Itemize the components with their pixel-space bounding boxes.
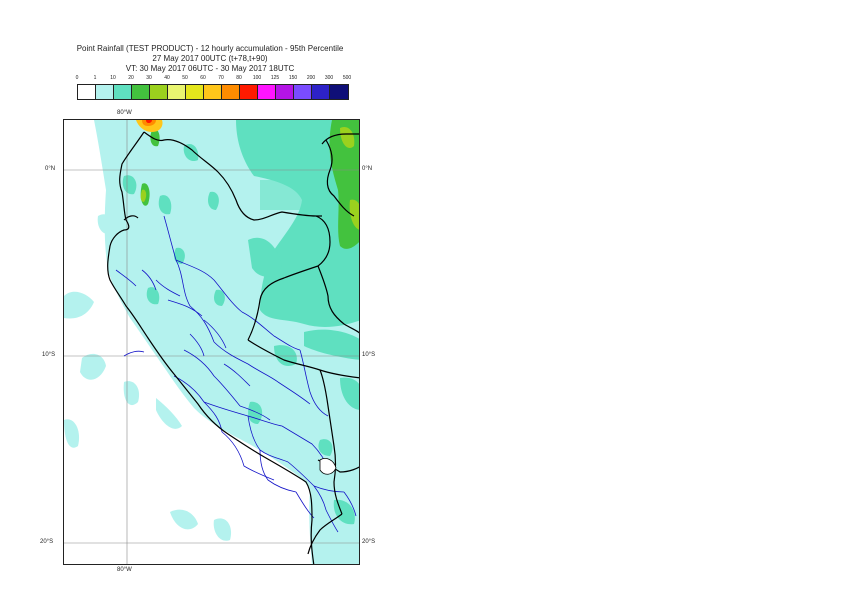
legend-tick-label: 500 bbox=[342, 75, 352, 81]
ocean-drizzle-patches bbox=[64, 214, 232, 541]
legend-swatch bbox=[258, 85, 276, 99]
chart-run-time: 27 May 2017 00UTC (t+78,t+90) bbox=[152, 54, 268, 63]
lon-label-top: 80°W bbox=[117, 110, 132, 116]
lat-label-10s-left: 10°S bbox=[42, 352, 56, 358]
legend-tick-label: 30 bbox=[146, 75, 152, 81]
lat-label-20s-left: 20°S bbox=[40, 539, 54, 545]
legend-tick-label: 20 bbox=[128, 75, 134, 81]
rainfall-map bbox=[63, 119, 360, 565]
rain-10-20-areas bbox=[122, 120, 359, 525]
legend-swatch bbox=[78, 85, 96, 99]
legend-tick-label: 40 bbox=[164, 75, 170, 81]
admin-boundaries bbox=[115, 215, 357, 533]
legend-swatch bbox=[294, 85, 312, 99]
legend-color-bar bbox=[77, 84, 349, 100]
legend-tick-label: 125 bbox=[270, 75, 280, 81]
legend-tick-label: 300 bbox=[324, 75, 334, 81]
chart-title: Point Rainfall (TEST PRODUCT) - 12 hourl… bbox=[76, 44, 344, 53]
legend-tick-label: 100 bbox=[252, 75, 262, 81]
lat-label-0-left: 0°N bbox=[45, 166, 56, 172]
lat-label-10s-right: 10°S bbox=[362, 352, 376, 358]
legend-tick-label: 50 bbox=[182, 75, 188, 81]
legend-tick-label: 70 bbox=[218, 75, 224, 81]
legend-swatch bbox=[186, 85, 204, 99]
legend-swatch bbox=[150, 85, 168, 99]
legend-tick-label: 10 bbox=[110, 75, 116, 81]
dry-ocean-areas bbox=[64, 120, 312, 564]
legend-swatch bbox=[222, 85, 240, 99]
legend-swatch bbox=[312, 85, 330, 99]
legend-tick-label: 150 bbox=[288, 75, 298, 81]
legend-tick-label: 200 bbox=[306, 75, 316, 81]
legend-swatch bbox=[330, 85, 348, 99]
lake-titicaca bbox=[319, 458, 337, 475]
legend-swatch bbox=[132, 85, 150, 99]
legend-tick-label: 0 bbox=[75, 75, 79, 81]
legend-swatch bbox=[204, 85, 222, 99]
lat-label-0-right: 0°N bbox=[362, 166, 373, 172]
legend-swatch bbox=[276, 85, 294, 99]
legend-swatch bbox=[240, 85, 258, 99]
rain-30-40-areas bbox=[140, 126, 359, 230]
color-legend: 0 1 10 20 30 40 50 60 70 80 100 125 150 200 300 500 bbox=[75, 75, 351, 105]
legend-swatch bbox=[168, 85, 186, 99]
legend-tick-label: 1 bbox=[93, 75, 97, 81]
legend-swatch bbox=[114, 85, 132, 99]
rain-heavy-corner bbox=[136, 120, 163, 132]
lat-label-20s-right: 20°S bbox=[362, 539, 376, 545]
coastline-and-borders bbox=[107, 131, 359, 564]
legend-tick-label: 80 bbox=[236, 75, 242, 81]
legend-swatch bbox=[96, 85, 114, 99]
map-svg bbox=[64, 120, 359, 564]
legend-tick-label: 60 bbox=[200, 75, 206, 81]
lon-label-bottom: 80°W bbox=[117, 567, 132, 573]
chart-valid-time: VT: 30 May 2017 06UTC - 30 May 2017 18UT… bbox=[125, 64, 295, 73]
